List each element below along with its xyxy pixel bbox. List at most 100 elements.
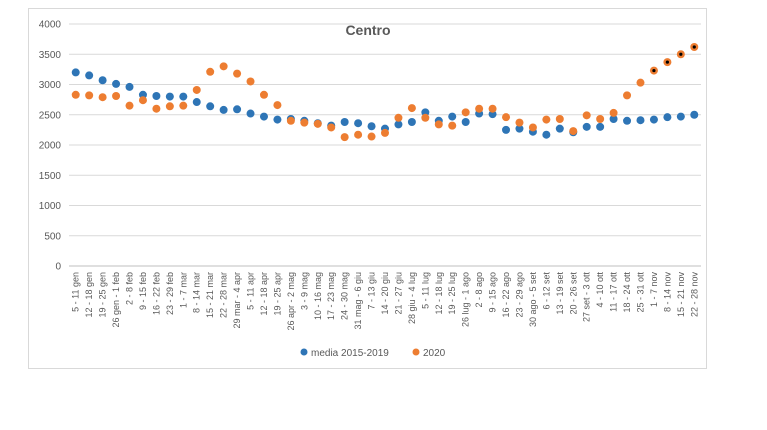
x-tick-label: 12 - 18 apr (259, 272, 269, 316)
data-point (313, 119, 322, 128)
x-tick-label: 7 - 13 giu (367, 272, 377, 310)
y-tick-label: 4000 (39, 20, 62, 31)
data-point (515, 118, 524, 127)
data-point (354, 119, 363, 128)
y-tick-label: 1000 (39, 201, 62, 212)
data-point (112, 91, 121, 100)
data-point (636, 116, 645, 125)
x-tick-label: 16 - 22 ago (501, 272, 511, 318)
data-point (407, 118, 416, 127)
data-point (165, 102, 174, 111)
data-point (502, 125, 511, 134)
chart-title: Centro (345, 22, 390, 38)
data-point (502, 113, 511, 122)
data-point (542, 115, 551, 124)
y-tick-label: 2000 (39, 141, 62, 152)
data-point (663, 113, 672, 122)
data-point (246, 109, 255, 118)
x-tick-label: 4 - 10 ott (595, 272, 605, 308)
data-point (623, 91, 632, 100)
data-point (233, 69, 242, 78)
x-tick-label: 22 - 28 nov (689, 272, 699, 318)
data-point (596, 122, 605, 131)
data-point (125, 82, 134, 91)
x-tick-label: 11 - 17 ott (609, 272, 619, 312)
x-tick-label: 16 - 22 feb (151, 272, 161, 315)
series-media-2015-2019 (71, 68, 699, 139)
data-point (152, 104, 161, 113)
data-point (609, 114, 618, 123)
data-point (636, 78, 645, 87)
data-point (179, 101, 188, 110)
x-tick-label: 22 - 28 mar (219, 272, 229, 318)
x-tick-label: 15 - 21 nov (676, 272, 686, 318)
y-tick-label: 1500 (39, 171, 62, 182)
x-tick-label: 28 giu - 4 lug (407, 272, 417, 324)
data-point (125, 101, 134, 110)
data-point (367, 122, 376, 131)
data-point (85, 91, 94, 100)
data-point (192, 98, 201, 107)
legend-marker-media (300, 348, 308, 356)
x-tick-label: 19 - 25 apr (272, 272, 282, 316)
data-point (381, 128, 389, 137)
data-point (434, 120, 443, 129)
series-points (71, 42, 699, 142)
legend-entry-2020: 2020 (412, 348, 446, 359)
legend-marker-2020 (412, 348, 420, 356)
legend-label-media: media 2015-2019 (311, 348, 389, 359)
data-point (461, 108, 470, 117)
data-point (582, 122, 591, 131)
x-tick-label: 31 mag - 6 giu (353, 272, 363, 330)
data-point (488, 104, 497, 113)
data-point (676, 112, 685, 121)
data-point (582, 111, 591, 120)
data-point (448, 112, 457, 121)
x-tick-label: 1 - 7 nov (649, 272, 659, 308)
data-point-marker (652, 68, 656, 73)
y-tick-label: 3500 (39, 50, 62, 61)
data-point (555, 124, 564, 133)
data-point (528, 123, 537, 132)
data-point (475, 104, 484, 113)
x-tick-label: 23 - 29 ago (514, 272, 524, 318)
x-tick-label: 21 - 27 giu (393, 272, 403, 315)
x-tick-label: 30 ago - 5 set (528, 272, 538, 328)
scatter-chart: Centro 05001000150020002500300035004000 … (39, 20, 701, 359)
data-point (394, 120, 403, 129)
x-tick-label: 14 - 20 giu (380, 272, 390, 315)
y-axis-ticks: 0 500 1000 1500 2000 2500 3000 3500 4000 (39, 20, 62, 273)
data-point (515, 124, 524, 133)
data-point (690, 110, 699, 119)
x-tick-label: 15 - 21 mar (205, 272, 215, 318)
data-point (286, 116, 295, 125)
y-tick-label: 500 (44, 231, 61, 242)
data-point (327, 123, 336, 132)
data-point (152, 91, 161, 100)
data-point (367, 132, 376, 141)
data-point (354, 130, 363, 139)
series-2020 (71, 42, 699, 142)
x-axis-ticks: 5 - 11 gen 12 - 18 gen 19 - 25 gen 26 gen -… (71, 272, 700, 331)
data-point (138, 96, 147, 105)
x-tick-label: 26 apr - 2 mag (286, 272, 296, 331)
x-tick-label: 26 lug - 1 ago (461, 272, 471, 327)
x-tick-label: 9 - 15 ago (488, 272, 498, 313)
data-point (300, 118, 309, 127)
data-point (448, 121, 457, 130)
data-point (421, 113, 430, 122)
x-tick-label: 29 mar - 4 apr (232, 272, 242, 329)
x-tick-label: 19 - 25 lug (447, 272, 457, 315)
data-point-marker (665, 60, 669, 64)
data-point (609, 108, 618, 117)
data-point (246, 77, 255, 86)
chart-frame: Centro 0 500 1000 1500 2000 2500 3000 3500 4000 … (28, 8, 707, 369)
data-point-marker (679, 52, 683, 56)
data-point (112, 79, 121, 88)
data-point (596, 114, 605, 123)
data-point (233, 105, 242, 114)
legend-entry-media: media 2015-2019 (300, 348, 389, 359)
data-point (85, 71, 94, 80)
x-tick-label: 13 - 19 set (555, 272, 565, 315)
x-tick-label: 23 - 29 feb (165, 272, 175, 315)
